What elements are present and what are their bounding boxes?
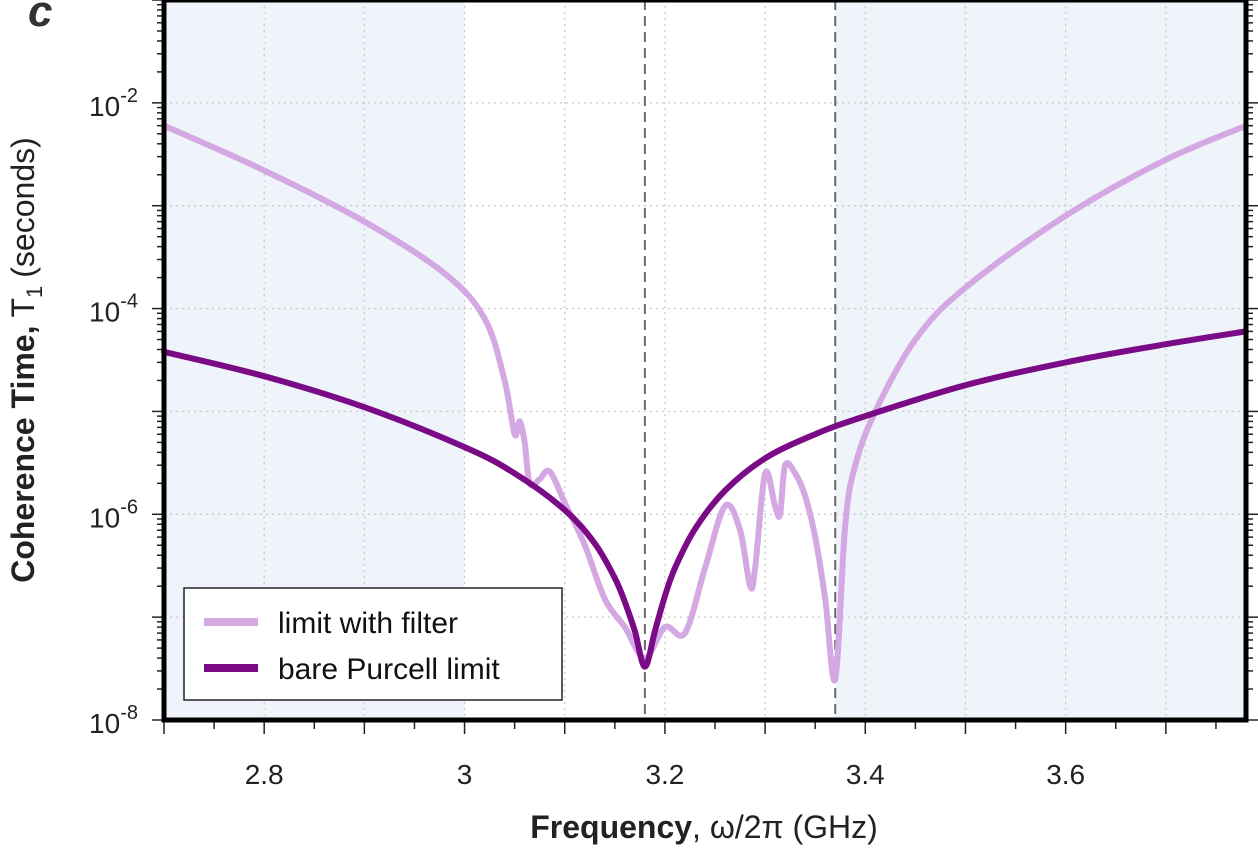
y-axis-title-symbol: T — [5, 298, 41, 318]
legend-label-limit-with-filter: limit with filter — [278, 607, 458, 640]
y-tick-label-exponent: -2 — [120, 85, 138, 107]
x-tick-label-2: 3.2 — [645, 759, 684, 790]
reference-lines — [643, 0, 837, 720]
y-tick-label-base: 10 — [89, 297, 120, 328]
y-axis-title-subscript: 1 — [22, 286, 47, 298]
y-tick-label-1: 10-6 — [89, 496, 138, 533]
y-tick-label-exponent: -8 — [120, 702, 138, 724]
y-tick-label-base: 10 — [89, 502, 120, 533]
shaded-bands — [164, 0, 1246, 720]
x-tick-label-4: 3.6 — [1046, 759, 1085, 790]
y-tick-label-3: 10-2 — [89, 85, 138, 122]
y-tick-label-exponent: -4 — [120, 291, 138, 313]
series-line-bare-purcell-limit — [161, 328, 1249, 670]
x-tick-label-0: 2.8 — [245, 759, 284, 790]
x-axis-title-bold: Frequency — [530, 809, 692, 845]
series-line-limit-with-filter — [161, 122, 1249, 684]
y-tick-labels: 10-810-610-410-2 — [89, 85, 138, 739]
x-tick-label-1: 3 — [457, 759, 473, 790]
legend-box — [183, 587, 563, 701]
plot-frame — [161, 0, 1249, 723]
legend-label-bare-purcell-limit: bare Purcell limit — [278, 653, 500, 686]
y-axis-title-unit: (seconds) — [5, 137, 41, 278]
y-axis-title-bold: Coherence Time, — [5, 326, 41, 583]
y-tick-label-0: 10-8 — [89, 702, 138, 739]
y-tick-label-base: 10 — [89, 91, 120, 122]
x-tick-labels: 2.8 3 3.2 3.4 3.6 — [245, 759, 1085, 790]
legend: limit with filter bare Purcell limit — [183, 587, 563, 701]
y-tick-label-exponent: -6 — [120, 496, 138, 518]
y-tick-label-base: 10 — [89, 708, 120, 739]
x-axis-title-rest: , ω/2π (GHz) — [692, 809, 878, 845]
x-axis-title: Frequency, ω/2π (GHz) — [530, 809, 878, 845]
y-axis-title: Coherence Time, T1 (seconds) — [5, 137, 47, 583]
shaded-band-1 — [835, 0, 1246, 720]
x-tick-label-3: 3.4 — [846, 759, 885, 790]
y-tick-label-2: 10-4 — [89, 291, 138, 328]
panel-label: c — [28, 0, 52, 36]
series-lines — [161, 122, 1249, 684]
